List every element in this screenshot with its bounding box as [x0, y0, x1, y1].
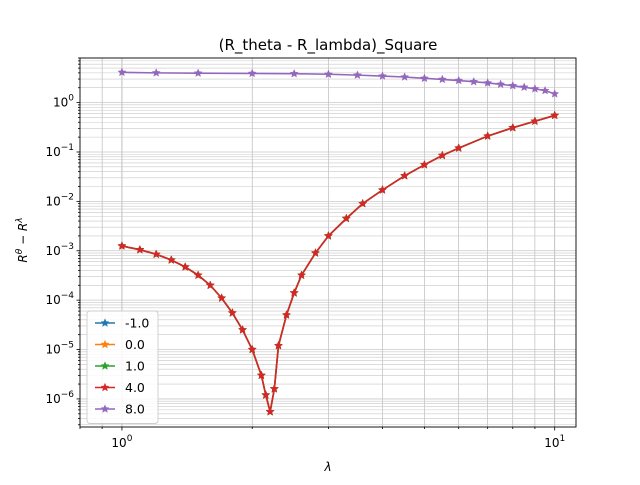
data-point [261, 390, 271, 399]
data-point [205, 280, 215, 290]
y-tick-label: 10−4 [45, 291, 74, 307]
y-tick-label: 10−1 [45, 143, 74, 159]
legend-label: 8.0 [125, 402, 145, 417]
data-point [508, 80, 518, 90]
data-point [217, 293, 227, 302]
data-point [151, 68, 161, 77]
data-point [400, 72, 410, 81]
data-point [180, 262, 190, 271]
data-point [483, 78, 493, 87]
y-tick-label: 10−2 [45, 192, 74, 208]
data-point [530, 84, 540, 93]
legend-marker [100, 404, 110, 413]
data-point [437, 74, 447, 84]
data-point [352, 70, 362, 79]
data-point [273, 340, 283, 350]
data-point [117, 67, 127, 77]
data-point [269, 384, 279, 393]
legend-label: 4.0 [125, 380, 145, 395]
legend-box [86, 310, 159, 424]
data-point [289, 288, 299, 297]
data-point [530, 116, 540, 126]
data-point [454, 143, 464, 152]
legend-marker [100, 382, 110, 392]
data-point [151, 249, 161, 259]
data-point [341, 213, 351, 223]
x-tick-label: 100 [111, 434, 132, 450]
data-point [419, 73, 429, 83]
data-point [454, 75, 464, 85]
data-point [323, 231, 333, 240]
chart-title: (R_theta - R_lambda)_Square [219, 36, 438, 55]
series-4.0 [117, 110, 560, 416]
data-point [310, 248, 320, 257]
data-point [265, 407, 275, 416]
data-point [519, 82, 529, 92]
data-point [377, 71, 387, 80]
data-point [238, 325, 248, 334]
data-point [247, 344, 257, 354]
y-tick-label: 10−3 [45, 242, 74, 258]
data-point [135, 244, 145, 254]
x-tick-label: 101 [544, 434, 565, 450]
data-point [323, 69, 333, 79]
ticks: 100 101 10−6 10−5 10−4 10−3 10−2 10−1 100 [45, 57, 565, 450]
data-point [496, 79, 506, 89]
data-point [400, 171, 410, 180]
series-layer [117, 67, 560, 416]
y-tick-label: 10−6 [45, 390, 74, 406]
data-point [281, 310, 291, 319]
data-point [469, 76, 479, 86]
legend: -1.0 0.0 1.0 4.0 8.0 [86, 310, 159, 424]
data-point [247, 68, 257, 78]
legend-marker [100, 339, 110, 349]
data-point [193, 68, 203, 77]
legend-label: 1.0 [125, 359, 145, 374]
data-point [419, 160, 429, 169]
y-axis-label: Rθ − Rλ [15, 217, 30, 262]
data-point [166, 255, 176, 264]
data-point [550, 89, 560, 98]
data-point [358, 198, 368, 208]
legend-marker [100, 361, 110, 370]
legend-marker [100, 318, 110, 327]
data-point [256, 370, 266, 380]
y-tick-label: 10−5 [45, 341, 74, 357]
data-point [437, 150, 447, 160]
data-point [550, 110, 560, 120]
data-point [377, 185, 387, 194]
data-point [508, 122, 518, 132]
y-tick-label: 100 [53, 94, 74, 110]
data-point [540, 85, 550, 95]
data-point [227, 308, 237, 317]
legend-label: 0.0 [125, 337, 145, 352]
legend-label: -1.0 [125, 316, 149, 331]
axes-frame [79, 57, 577, 428]
data-point [483, 131, 493, 140]
data-point [193, 270, 203, 280]
data-point [117, 241, 127, 250]
x-axis-label: λ [323, 460, 331, 474]
series-8.0 [117, 67, 560, 98]
data-point [297, 270, 307, 280]
data-point [289, 68, 299, 78]
